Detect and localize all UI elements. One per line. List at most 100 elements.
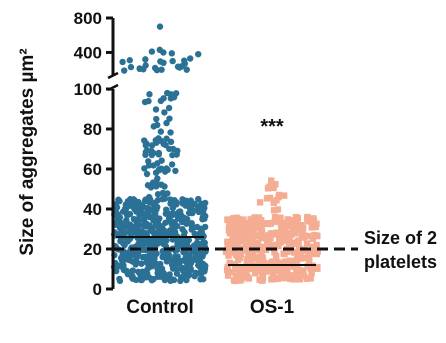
data-point-os1 (280, 274, 287, 282)
data-point-os1 (275, 242, 282, 250)
data-point-control (137, 239, 144, 246)
data-point-control (140, 66, 147, 73)
data-point-os1 (283, 266, 290, 273)
data-point-control (149, 227, 156, 234)
data-point-control (168, 161, 176, 168)
data-point-os1 (245, 220, 252, 227)
data-point-control (120, 249, 128, 256)
data-point-control (166, 115, 173, 122)
data-point-os1 (242, 232, 250, 240)
data-point-os1 (268, 276, 275, 283)
data-point-os1 (276, 218, 283, 226)
data-point-control (161, 183, 168, 190)
y-tick-label: 100 (74, 80, 102, 99)
data-point-os1 (247, 216, 254, 223)
data-point-control (126, 57, 134, 64)
data-point-control (155, 149, 163, 157)
data-point-control (152, 217, 159, 225)
data-point-control (115, 196, 122, 203)
data-point-control (196, 241, 204, 248)
data-point-os1 (292, 220, 300, 228)
reference-label-line1: Size of 2 (364, 228, 437, 248)
data-point-control (160, 95, 167, 102)
data-point-os1 (271, 213, 279, 221)
data-point-os1 (305, 257, 313, 264)
data-point-control (169, 202, 176, 209)
data-point-control (147, 184, 155, 191)
data-point-control (174, 214, 182, 222)
data-point-control (157, 137, 164, 144)
data-point-os1 (311, 231, 318, 239)
data-point-os1 (278, 222, 285, 230)
data-point-os1 (249, 255, 256, 262)
data-point-os1 (267, 265, 274, 273)
data-point-control (183, 260, 191, 268)
data-point-os1 (282, 258, 289, 265)
data-point-os1 (226, 259, 233, 267)
data-point-control (164, 273, 171, 281)
data-point-os1 (309, 250, 317, 257)
y-tick-label: 20 (83, 240, 102, 259)
data-point-control (141, 137, 148, 144)
data-point-os1 (269, 271, 276, 278)
data-point-os1 (255, 254, 262, 261)
data-point-control (160, 49, 167, 56)
data-point-os1 (243, 226, 250, 234)
data-point-os1 (237, 251, 245, 258)
data-point-control (117, 219, 124, 226)
data-point-os1 (290, 276, 297, 283)
data-point-os1 (258, 249, 265, 256)
data-point-control (121, 67, 128, 74)
data-point-os1 (313, 250, 320, 258)
data-point-control (143, 223, 150, 230)
data-point-control (158, 66, 165, 73)
data-point-control (158, 236, 165, 244)
data-point-control (127, 257, 134, 264)
y-tick-label: 60 (83, 160, 102, 179)
data-point-os1 (299, 228, 306, 235)
data-point-os1 (286, 257, 293, 265)
data-point-os1 (273, 263, 281, 271)
data-point-control (182, 202, 189, 209)
data-point-os1 (268, 177, 275, 184)
y-tick-label: 40 (83, 200, 102, 219)
data-point-os1 (304, 213, 311, 221)
data-point-control (150, 205, 158, 212)
data-point-os1 (301, 233, 308, 241)
data-point-os1 (272, 181, 279, 188)
data-point-os1 (286, 242, 293, 250)
data-point-os1 (257, 224, 264, 231)
data-point-control (162, 141, 169, 149)
data-point-os1 (308, 270, 315, 277)
data-point-os1 (284, 247, 291, 255)
data-point-os1 (265, 240, 272, 248)
data-point-control (134, 250, 142, 257)
data-point-control (123, 221, 131, 228)
data-point-os1 (246, 239, 253, 247)
data-point-control (146, 240, 153, 247)
data-point-control (199, 250, 207, 258)
data-point-control (165, 104, 173, 112)
data-point-os1 (289, 217, 297, 224)
data-point-os1 (256, 276, 263, 283)
data-point-control (197, 270, 205, 277)
data-point-control (183, 253, 190, 260)
data-point-os1 (234, 240, 241, 248)
data-point-os1 (259, 264, 266, 271)
data-point-control (127, 63, 135, 71)
axis-break-mark (107, 71, 119, 80)
data-point-control (183, 197, 190, 205)
y-axis: 0 20 40 60 80 100 400 800 (74, 9, 119, 299)
data-point-control (183, 66, 190, 73)
data-point-os1 (237, 264, 244, 271)
data-point-os1 (233, 228, 240, 236)
data-point-control (164, 190, 171, 197)
data-point-control (195, 195, 202, 203)
data-point-control (141, 165, 148, 172)
data-point-control (153, 260, 160, 268)
data-point-control (169, 57, 176, 65)
data-point-os1 (306, 218, 314, 225)
data-point-os1 (256, 199, 264, 206)
data-point-os1 (229, 232, 236, 239)
data-point-os1 (286, 275, 294, 283)
